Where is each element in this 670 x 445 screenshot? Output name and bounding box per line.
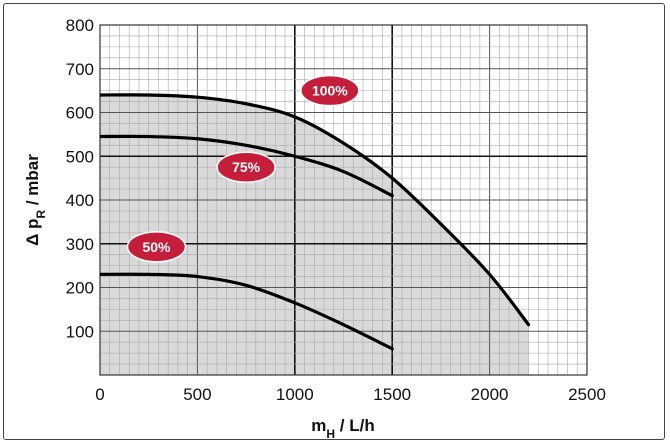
x-tick-label: 500 — [183, 385, 211, 404]
y-tick-label: 500 — [66, 147, 94, 166]
curve-100pct — [100, 93, 531, 327]
x-tick-label: 2000 — [471, 385, 509, 404]
x-tick-label: 1500 — [373, 385, 411, 404]
y-tick-label: 200 — [66, 279, 94, 298]
series-badge — [300, 74, 360, 107]
series-badge — [216, 151, 276, 183]
y-tick-label: 800 — [66, 16, 94, 35]
y-tick-label: 600 — [66, 104, 94, 123]
series-label: 75% — [232, 159, 261, 175]
series-badge — [126, 231, 187, 263]
series-label: 100% — [312, 83, 348, 99]
x-tick-label: 2500 — [568, 385, 606, 404]
y-tick-label: 300 — [66, 235, 94, 254]
curve-50pct — [100, 272, 394, 351]
y-tick-label: 700 — [66, 60, 94, 79]
y-axis-label: Δ pR / mbar — [23, 154, 48, 246]
plot-border — [99, 24, 588, 376]
curve-75pct — [100, 134, 394, 198]
x-tick-label: 1000 — [276, 385, 314, 404]
x-tick-label: 0 — [95, 385, 104, 404]
x-axis-label: mH / L/h — [311, 416, 374, 441]
y-tick-label: 400 — [66, 191, 94, 210]
series-label: 50% — [142, 239, 171, 255]
y-tick-label: 100 — [66, 322, 94, 341]
